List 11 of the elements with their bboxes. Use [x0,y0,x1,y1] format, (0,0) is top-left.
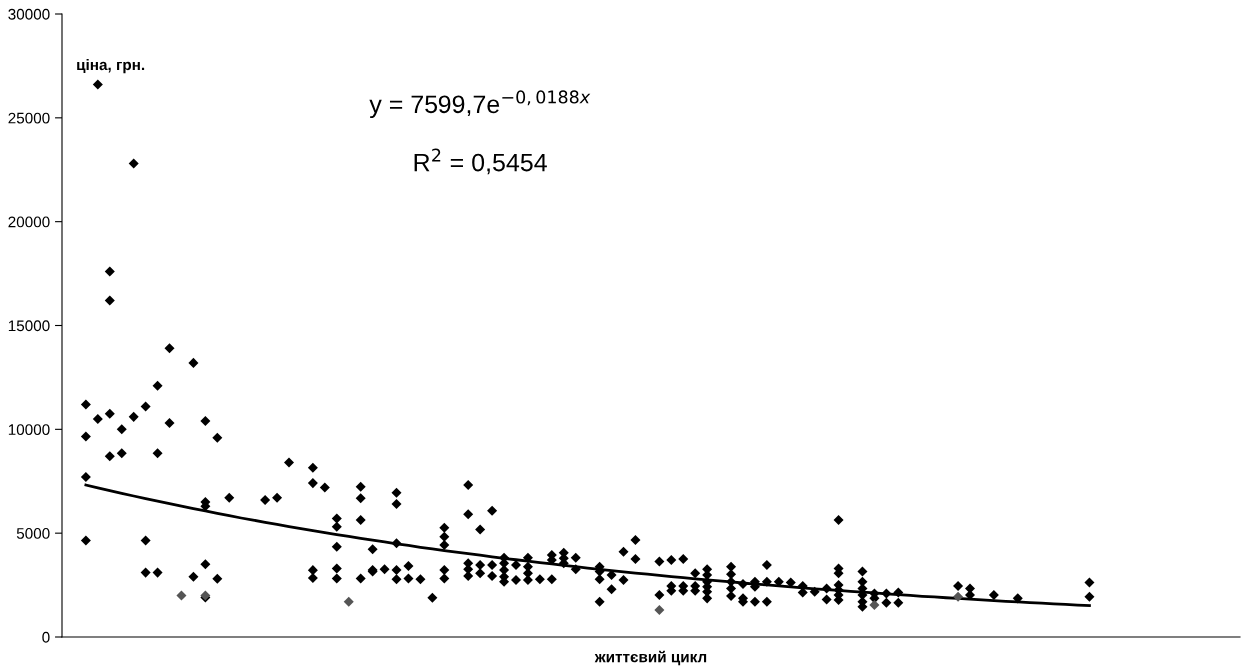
y-tick-label: 15000 [8,320,50,332]
x-axis-title: життєвий цикл [594,650,707,666]
y-tick-label: 25000 [8,112,50,124]
y-tick-label: 0 [42,631,50,643]
y-tick-label: 10000 [8,424,50,436]
y-tick-label: 20000 [8,216,50,228]
y-tick-label: 5000 [16,528,50,539]
y-axis-title: ціна, грн. [77,58,145,74]
annotation: R$^{2}$ = 0,5454 [414,148,547,175]
y-tick-label: 30000 [8,8,50,20]
annotation: y = 7599,7e$^{−0,0188x}$ [369,90,591,119]
